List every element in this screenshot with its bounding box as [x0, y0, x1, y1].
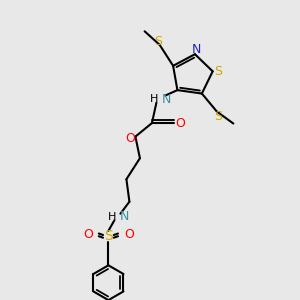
Text: S: S [104, 229, 113, 243]
Text: N: N [192, 43, 201, 56]
Text: S: S [214, 65, 222, 78]
Text: O: O [83, 228, 93, 241]
Text: N: N [119, 210, 129, 223]
Text: S: S [154, 35, 162, 48]
Text: H: H [108, 212, 116, 222]
Text: N: N [161, 93, 171, 106]
Text: H: H [150, 94, 158, 104]
Text: O: O [125, 132, 135, 145]
Text: O: O [175, 117, 185, 130]
Text: O: O [124, 228, 134, 241]
Text: S: S [214, 110, 222, 122]
